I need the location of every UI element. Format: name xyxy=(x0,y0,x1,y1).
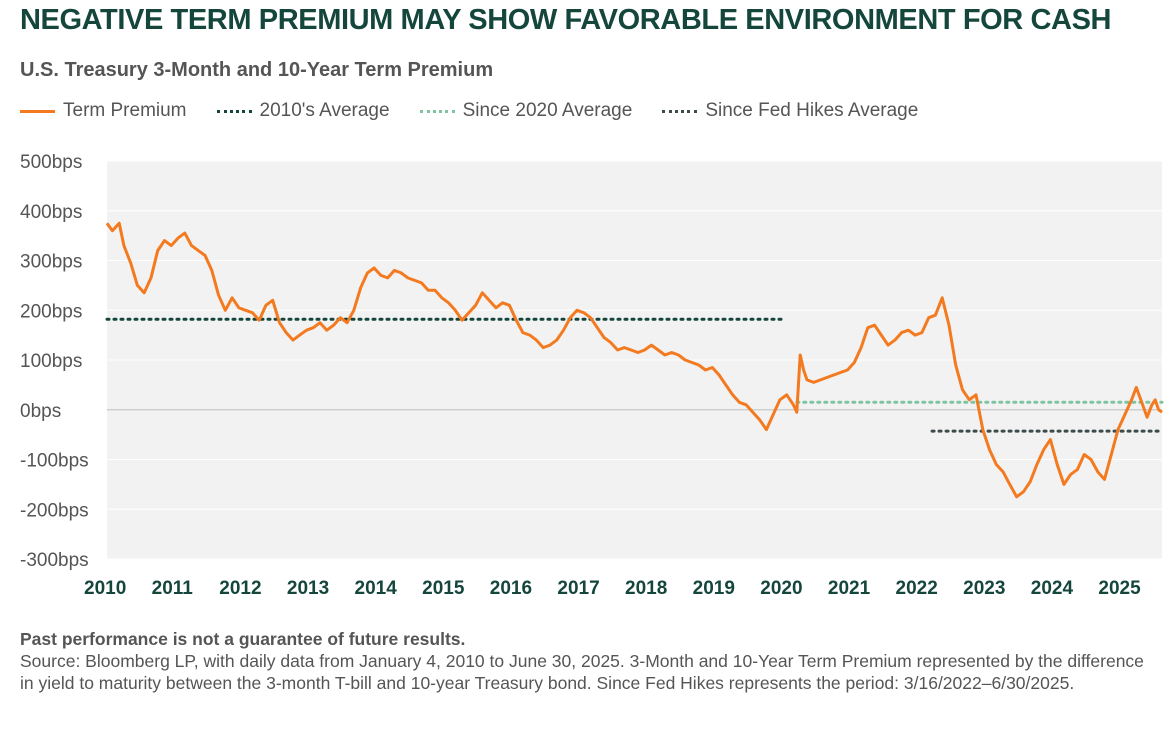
y-tick-label: -200bps xyxy=(20,500,89,521)
legend-item-since-2020-average: Since 2020 Average xyxy=(419,100,633,122)
legend-swatch-dotted-line xyxy=(419,109,455,113)
legend-label: Since 2020 Average xyxy=(462,100,633,121)
y-tick-label: 400bps xyxy=(20,202,82,223)
chart-title: NEGATIVE TERM PREMIUM MAY SHOW FAVORABLE… xyxy=(20,4,1112,36)
legend-swatch-solid-line xyxy=(20,109,55,113)
x-tick-label: 2010 xyxy=(84,578,126,599)
chart-subtitle: U.S. Treasury 3-Month and 10-Year Term P… xyxy=(20,59,494,81)
performance-disclaimer: Past performance is not a guarantee of f… xyxy=(20,629,466,649)
legend-label: Term Premium xyxy=(63,100,187,121)
y-tick-label: -100bps xyxy=(20,451,89,472)
legend-item-since-fed-hikes-average: Since Fed Hikes Average xyxy=(662,100,918,122)
x-tick-label: 2013 xyxy=(287,578,329,599)
x-tick-label: 2016 xyxy=(490,578,532,599)
legend-item-2010s-average: 2010's Average xyxy=(216,100,390,122)
x-tick-label: 2017 xyxy=(557,578,599,599)
x-tick-label: 2024 xyxy=(1031,578,1074,599)
term-premium-chart: 500bps 400bps 300bps 200bps 100bps 0bps -100bp… xyxy=(20,152,1164,599)
legend-swatch-dotted-line xyxy=(662,109,698,113)
legend-swatch-dotted-line xyxy=(216,109,252,113)
x-tick-label: 2018 xyxy=(625,578,667,599)
y-tick-label: -300bps xyxy=(20,550,89,571)
footer: Past performance is not a guarantee of f… xyxy=(20,628,1160,694)
x-tick-label: 2014 xyxy=(355,578,398,599)
x-tick-label: 2015 xyxy=(422,578,465,599)
x-tick-label: 2022 xyxy=(896,578,938,599)
legend-item-term-premium: Term Premium xyxy=(20,100,187,122)
x-tick-label: 2021 xyxy=(828,578,871,599)
source-note: Source: Bloomberg LP, with daily data fr… xyxy=(20,651,1144,693)
y-tick-label: 200bps xyxy=(20,301,82,322)
legend-label: Since Fed Hikes Average xyxy=(705,100,919,121)
x-tick-label: 2012 xyxy=(219,578,261,599)
series-line-term-premium xyxy=(105,221,1163,499)
y-tick-label: 500bps xyxy=(20,152,82,173)
y-tick-label: 0bps xyxy=(20,401,61,422)
legend-label: 2010's Average xyxy=(259,100,390,121)
x-tick-label: 2020 xyxy=(760,578,802,599)
legend: Term Premium 2010's Average Since 2020 A… xyxy=(20,100,948,122)
x-tick-label: 2025 xyxy=(1098,578,1141,599)
y-tick-label: 300bps xyxy=(20,252,82,273)
x-tick-label: 2023 xyxy=(963,578,1005,599)
y-tick-label: 100bps xyxy=(20,351,82,372)
x-tick-label: 2019 xyxy=(693,578,735,599)
x-tick-label: 2011 xyxy=(152,578,194,599)
